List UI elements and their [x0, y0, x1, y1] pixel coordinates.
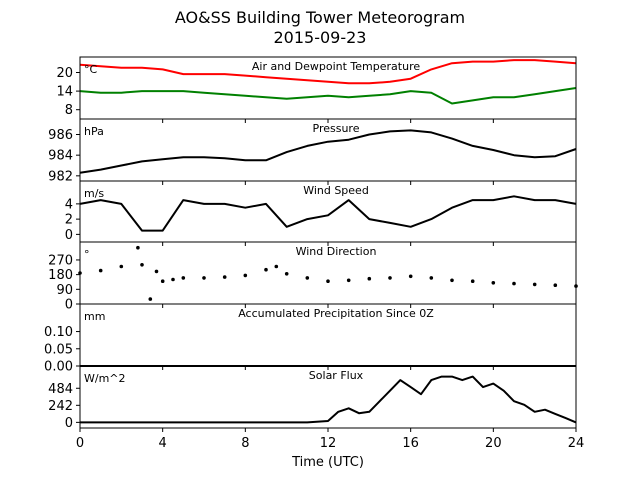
wind-direction-point — [181, 276, 186, 280]
y-tick-label: 2 — [65, 213, 73, 228]
wind-direction-point — [532, 282, 537, 287]
panel-title: Accumulated Precipitation Since 0Z — [238, 307, 434, 320]
y-tick-label: 484 — [48, 382, 73, 397]
y-tick-label: 180 — [48, 268, 73, 283]
y-tick-label: 0.05 — [44, 342, 73, 357]
x-tick-label: 4 — [159, 436, 167, 451]
wind-direction-point — [264, 267, 268, 272]
wind-direction-point — [154, 269, 159, 274]
panel-title: Pressure — [313, 122, 360, 135]
x-tick-label: 8 — [241, 436, 249, 451]
wind-direction-point — [148, 297, 153, 301]
panel-2-series-0-line — [79, 195, 577, 232]
wind-direction-point — [450, 278, 454, 283]
wind-direction-point — [171, 277, 175, 282]
panel-0-series-0-line — [79, 59, 577, 85]
panel-title: Air and Dewpoint Temperature — [252, 60, 420, 73]
x-axis-label: Time (UTC) — [291, 455, 364, 470]
y-tick-label: 242 — [48, 399, 73, 414]
x-tick-label: 24 — [568, 436, 585, 451]
y-tick-label: 4 — [65, 197, 73, 212]
wind-direction-point — [202, 276, 206, 280]
x-tick-label: 0 — [76, 436, 84, 451]
y-tick-label: 982 — [48, 169, 73, 184]
wind-direction-point — [346, 278, 351, 283]
wind-direction-point — [553, 283, 558, 288]
panel-unit-label: hPa — [84, 125, 104, 138]
wind-direction-point — [326, 279, 330, 284]
y-tick-label: 90 — [56, 283, 73, 298]
wind-direction-point — [491, 281, 496, 285]
wind-direction-point — [140, 263, 144, 267]
panel-5-series-0-line — [80, 375, 577, 424]
y-tick-label: 8 — [65, 103, 73, 118]
panel-unit-label: m/s — [84, 187, 104, 200]
wind-direction-point — [243, 273, 248, 278]
panel-unit-label: °C — [84, 63, 98, 76]
y-tick-label: 0.10 — [44, 325, 73, 340]
y-tick-label: 984 — [48, 149, 73, 164]
wind-direction-point — [388, 276, 392, 280]
y-tick-label: 0 — [65, 416, 73, 431]
panel-1-series-0-line — [79, 129, 577, 174]
figure-title: AO&SS Building Tower Meteorogram — [174, 8, 466, 27]
wind-direction-point — [136, 245, 140, 250]
wind-direction-point — [408, 274, 413, 279]
panel-unit-label: ° — [84, 248, 90, 261]
wind-direction-point — [284, 272, 289, 276]
panel-0-series-1-line — [79, 87, 577, 105]
y-tick-label: 0.00 — [44, 360, 73, 375]
panel-title: Wind Direction — [296, 245, 377, 258]
wind-direction-point — [305, 276, 310, 280]
y-tick-label: 20 — [56, 66, 73, 81]
wind-direction-point — [429, 276, 434, 280]
panel-unit-label: mm — [84, 310, 105, 323]
wind-direction-point — [98, 268, 103, 273]
y-tick-label: 0 — [65, 228, 73, 243]
wind-direction-point — [160, 279, 165, 284]
wind-direction-point — [367, 276, 372, 281]
x-tick-label: 20 — [485, 436, 502, 451]
y-tick-label: 0 — [65, 298, 73, 313]
y-tick-label: 14 — [56, 85, 73, 100]
wind-direction-point — [119, 264, 124, 269]
x-tick-label: 16 — [402, 436, 419, 451]
panel-unit-label: W/m^2 — [84, 372, 126, 385]
figure-subtitle: 2015-09-23 — [273, 28, 367, 47]
y-tick-label: 986 — [48, 128, 73, 143]
wind-direction-point — [512, 281, 516, 286]
panel-title: Solar Flux — [309, 369, 364, 382]
y-tick-label: 270 — [48, 253, 73, 268]
x-tick-label: 12 — [320, 436, 337, 451]
wind-direction-point — [470, 279, 475, 284]
wind-direction-point — [274, 264, 279, 269]
panel-title: Wind Speed — [303, 184, 369, 197]
wind-direction-point — [222, 275, 227, 279]
